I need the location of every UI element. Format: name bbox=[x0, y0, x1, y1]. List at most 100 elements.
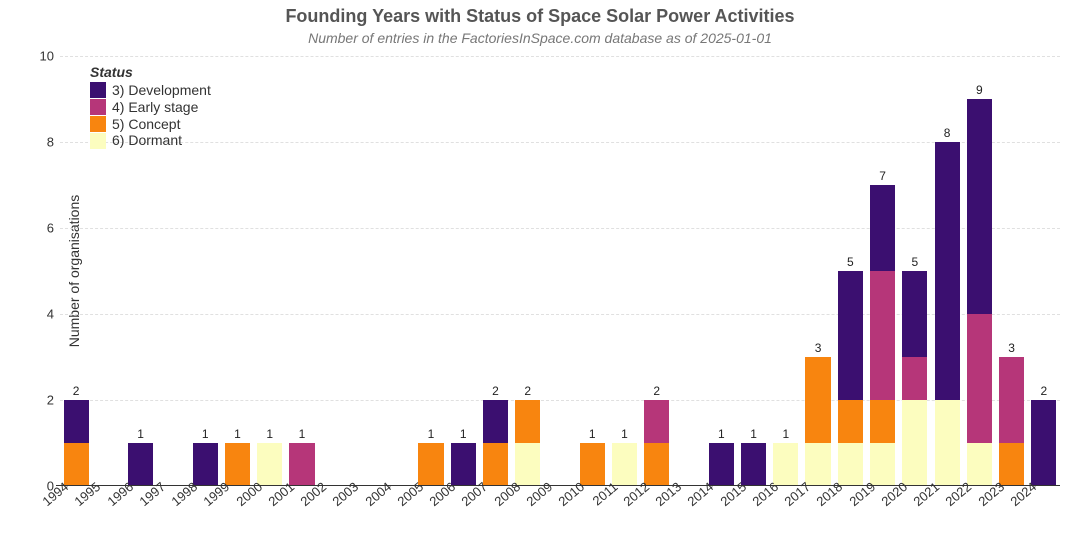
bar-total-label: 1 bbox=[718, 427, 725, 441]
bar-segment-concept bbox=[870, 400, 895, 443]
bar-total-label: 2 bbox=[653, 384, 660, 398]
bar-total-label: 1 bbox=[137, 427, 144, 441]
legend-item-development: 3) Development bbox=[90, 82, 211, 99]
y-tick-label: 8 bbox=[47, 135, 54, 150]
bar-total-label: 1 bbox=[299, 427, 306, 441]
bar-2023: 3 bbox=[999, 357, 1024, 486]
y-tick-label: 6 bbox=[47, 221, 54, 236]
bar-total-label: 3 bbox=[1008, 341, 1015, 355]
bar-total-label: 2 bbox=[492, 384, 499, 398]
bar-segment-early_stage bbox=[999, 357, 1024, 443]
bar-segment-dormant bbox=[870, 443, 895, 486]
bar-total-label: 1 bbox=[621, 427, 628, 441]
chart-subtitle: Number of entries in the FactoriesInSpac… bbox=[0, 30, 1080, 46]
bar-total-label: 5 bbox=[847, 255, 854, 269]
bar-2005: 1 bbox=[418, 443, 443, 486]
bar-segment-early_stage bbox=[870, 271, 895, 400]
bar-total-label: 2 bbox=[1041, 384, 1048, 398]
bar-segment-development bbox=[967, 99, 992, 314]
bar-2019: 7 bbox=[870, 185, 895, 486]
bar-segment-concept bbox=[644, 443, 669, 486]
bar-total-label: 2 bbox=[73, 384, 80, 398]
bar-segment-development bbox=[935, 142, 960, 400]
bar-2021: 8 bbox=[935, 142, 960, 486]
legend-item-dormant: 6) Dormant bbox=[90, 132, 211, 149]
chart-title: Founding Years with Status of Space Sola… bbox=[0, 6, 1080, 27]
bar-2010: 1 bbox=[580, 443, 605, 486]
legend-swatch bbox=[90, 116, 106, 132]
bar-segment-development bbox=[838, 271, 863, 400]
bar-segment-concept bbox=[225, 443, 250, 486]
bar-segment-development bbox=[483, 400, 508, 443]
bar-segment-early_stage bbox=[967, 314, 992, 443]
bar-segment-development bbox=[709, 443, 734, 486]
bar-segment-dormant bbox=[515, 443, 540, 486]
y-tick-label: 2 bbox=[47, 393, 54, 408]
bar-segment-early_stage bbox=[902, 357, 927, 400]
bar-segment-development bbox=[128, 443, 153, 486]
bar-1994: 2 bbox=[64, 400, 89, 486]
bar-total-label: 1 bbox=[750, 427, 757, 441]
bar-2012: 2 bbox=[644, 400, 669, 486]
bar-segment-development bbox=[64, 400, 89, 443]
bar-total-label: 1 bbox=[428, 427, 435, 441]
bar-segment-concept bbox=[580, 443, 605, 486]
bar-segment-concept bbox=[999, 443, 1024, 486]
bar-2024: 2 bbox=[1031, 400, 1056, 486]
legend-item-early_stage: 4) Early stage bbox=[90, 99, 211, 116]
bar-segment-development bbox=[902, 271, 927, 357]
bar-segment-dormant bbox=[257, 443, 282, 486]
legend-label: 6) Dormant bbox=[112, 132, 182, 149]
bar-2022: 9 bbox=[967, 99, 992, 486]
bar-total-label: 1 bbox=[589, 427, 596, 441]
bar-segment-concept bbox=[483, 443, 508, 486]
bar-segment-concept bbox=[64, 443, 89, 486]
bar-segment-concept bbox=[805, 357, 830, 443]
bar-segment-development bbox=[870, 185, 895, 271]
legend-swatch bbox=[90, 133, 106, 149]
bar-2000: 1 bbox=[257, 443, 282, 486]
bar-2015: 1 bbox=[741, 443, 766, 486]
bar-segment-development bbox=[1031, 400, 1056, 486]
bar-segment-dormant bbox=[773, 443, 798, 486]
y-tick-label: 10 bbox=[40, 49, 54, 64]
bar-2008: 2 bbox=[515, 400, 540, 486]
legend-title: Status bbox=[90, 64, 211, 80]
bar-total-label: 5 bbox=[911, 255, 918, 269]
bar-2014: 1 bbox=[709, 443, 734, 486]
bar-2001: 1 bbox=[289, 443, 314, 486]
bar-segment-dormant bbox=[935, 400, 960, 486]
bar-segment-dormant bbox=[805, 443, 830, 486]
legend-label: 5) Concept bbox=[112, 116, 180, 133]
bar-segment-dormant bbox=[967, 443, 992, 486]
bar-segment-early_stage bbox=[644, 400, 669, 443]
bar-2011: 1 bbox=[612, 443, 637, 486]
bar-segment-early_stage bbox=[289, 443, 314, 486]
bar-1998: 1 bbox=[193, 443, 218, 486]
bar-1996: 1 bbox=[128, 443, 153, 486]
bar-total-label: 7 bbox=[879, 169, 886, 183]
bar-segment-development bbox=[451, 443, 476, 486]
bar-2020: 5 bbox=[902, 271, 927, 486]
bar-2007: 2 bbox=[483, 400, 508, 486]
bar-total-label: 3 bbox=[815, 341, 822, 355]
bar-segment-dormant bbox=[902, 400, 927, 486]
y-tick-label: 4 bbox=[47, 307, 54, 322]
bar-total-label: 8 bbox=[944, 126, 951, 140]
x-axis-line bbox=[56, 485, 1060, 486]
bar-2017: 3 bbox=[805, 357, 830, 486]
legend-item-concept: 5) Concept bbox=[90, 116, 211, 133]
bar-total-label: 1 bbox=[266, 427, 273, 441]
bar-2018: 5 bbox=[838, 271, 863, 486]
bar-segment-concept bbox=[838, 400, 863, 443]
bar-segment-concept bbox=[515, 400, 540, 443]
bar-total-label: 1 bbox=[234, 427, 241, 441]
bar-segment-development bbox=[741, 443, 766, 486]
bar-segment-dormant bbox=[838, 443, 863, 486]
bar-2016: 1 bbox=[773, 443, 798, 486]
legend-label: 3) Development bbox=[112, 82, 211, 99]
bar-1999: 1 bbox=[225, 443, 250, 486]
bar-total-label: 1 bbox=[460, 427, 467, 441]
bar-segment-concept bbox=[418, 443, 443, 486]
legend-swatch bbox=[90, 82, 106, 98]
